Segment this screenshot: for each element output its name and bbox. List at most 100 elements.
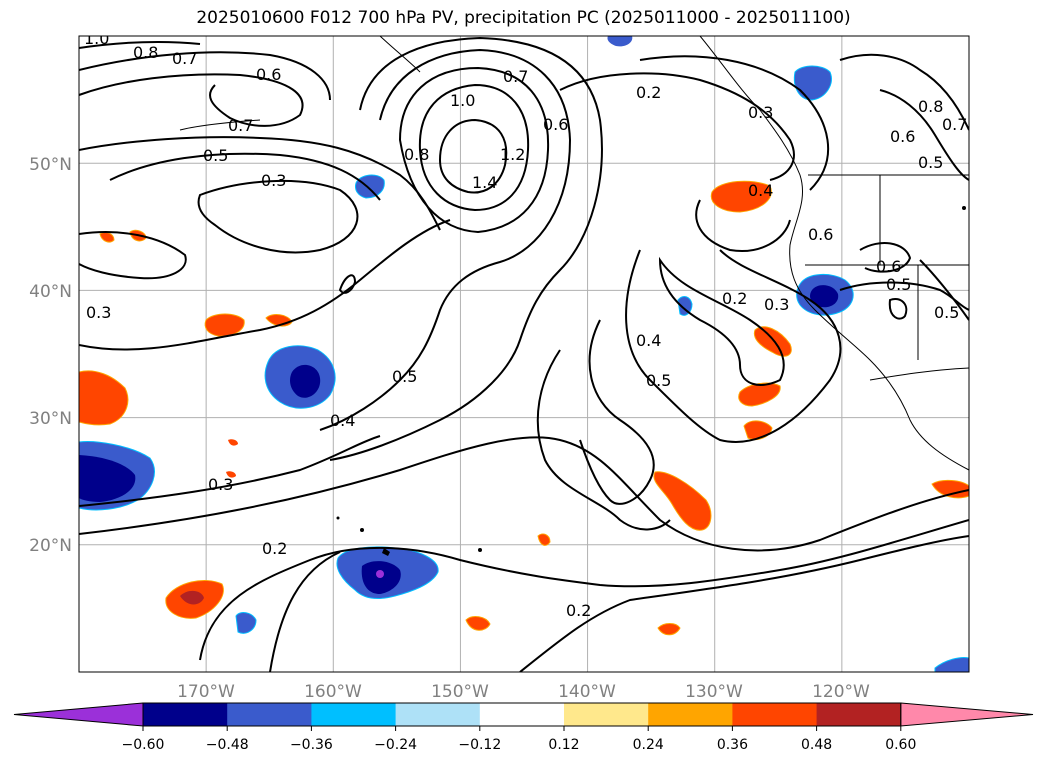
precip-positive-area <box>465 616 491 631</box>
colorbar-tick-label: 0.24 <box>633 737 664 753</box>
contour-label: 0.5 <box>646 371 671 390</box>
pv-contour <box>319 48 572 431</box>
colorbar-tick-label: 0.48 <box>801 737 832 753</box>
contour-label: 0.3 <box>86 303 111 322</box>
contour-label: 0.5 <box>203 146 228 165</box>
latitude-tick-labels: 50°N 40°N 30°N 20°N <box>29 155 72 556</box>
pv-contour <box>269 551 341 672</box>
contour-label: 0.3 <box>208 475 233 494</box>
lat-tick-label: 40°N <box>29 282 72 302</box>
lon-tick-label: 150°W <box>431 682 489 702</box>
colorbar-tick-label: 0.60 <box>885 737 916 753</box>
lat-tick-label: 20°N <box>29 536 72 556</box>
lon-tick-label: 120°W <box>812 682 870 702</box>
precip-positive-area <box>753 326 792 357</box>
colorbar-tick-label: −0.24 <box>374 737 417 753</box>
precip-positive-area <box>79 370 129 426</box>
pv-contour <box>79 51 331 101</box>
contour-label: 1.4 <box>472 173 497 192</box>
contour-label: 0.4 <box>636 331 661 350</box>
precip-positive-area <box>738 382 781 407</box>
contour-label: 0.6 <box>808 225 833 244</box>
precip-negative-core <box>290 364 321 398</box>
pv-contour <box>199 519 969 661</box>
contour-label: 0.7 <box>228 116 253 135</box>
lon-tick-label: 140°W <box>558 682 616 702</box>
colorbar-segment <box>479 703 565 726</box>
pv-contour <box>839 53 969 131</box>
contour-label: 0.4 <box>330 411 355 430</box>
contour-label: 0.2 <box>636 83 661 102</box>
island <box>478 548 482 552</box>
pv-contour <box>79 219 451 351</box>
pv-contour <box>438 118 508 194</box>
contour-label: 0.6 <box>543 115 568 134</box>
pv-contour <box>79 40 201 49</box>
coastline <box>379 36 421 73</box>
island <box>962 206 966 210</box>
graticule <box>79 36 969 672</box>
island <box>382 548 390 556</box>
colorbar <box>13 702 1034 727</box>
pv-contour <box>79 435 381 507</box>
colorbar-segment <box>816 703 902 726</box>
pv-contour <box>559 72 795 181</box>
precip-positive-area <box>204 313 245 337</box>
pv-contour <box>519 535 969 672</box>
border <box>869 367 969 381</box>
island <box>360 528 364 532</box>
colorbar-segment <box>311 703 397 726</box>
colorbar-tick-label: −0.12 <box>458 737 501 753</box>
contour-label: 0.7 <box>503 67 528 86</box>
colorbar-segment <box>227 703 312 726</box>
island <box>336 516 340 520</box>
colorbar-tick-label: 0.12 <box>548 737 579 753</box>
contour-label: 0.6 <box>876 257 901 276</box>
contour-label: 0.7 <box>172 49 197 68</box>
precip-negative-area <box>235 612 257 634</box>
longitude-tick-labels: 170°W 160°W 150°W 140°W 130°W 120°W <box>177 682 870 702</box>
precip-negative-area <box>355 174 385 199</box>
pv-contour <box>398 66 550 234</box>
colorbar-tick-label: −0.48 <box>206 737 249 753</box>
pv-contour-layer <box>79 36 969 672</box>
precip-positive-area <box>653 471 712 531</box>
contour-label: 0.5 <box>934 303 959 322</box>
precip-negative-area <box>607 36 633 47</box>
contour-label: 1.0 <box>450 91 475 110</box>
contour-label: 1.2 <box>500 145 525 164</box>
colorbar-border <box>142 702 902 727</box>
precip-negative-area <box>934 657 969 672</box>
contour-label: 0.8 <box>918 97 943 116</box>
colorbar-tick-label: −0.60 <box>122 737 165 753</box>
colorbar-tick-label: −0.36 <box>290 737 333 753</box>
pv-contour <box>197 179 359 254</box>
map-area <box>79 36 969 672</box>
contour-label: 0.8 <box>404 145 429 164</box>
precip-positive-area <box>657 623 681 636</box>
precip-positive-area <box>710 180 772 213</box>
pv-contour <box>79 231 187 280</box>
precip-positive-core <box>180 590 204 605</box>
coastline <box>699 36 969 471</box>
contour-label-layer: 1.0 0.8 0.7 0.6 0.7 0.5 0.3 1.0 0.8 1.4 … <box>84 36 967 620</box>
precipitation-anomaly-layer <box>79 36 969 672</box>
precip-negative-area <box>793 65 832 101</box>
pv-contour <box>919 259 969 321</box>
pv-contour <box>109 152 381 201</box>
precip-negative-area <box>677 296 693 316</box>
colorbar-segment <box>143 703 228 726</box>
precip-positive-area <box>537 533 551 546</box>
pv-contour <box>418 83 530 212</box>
contour-label: 0.2 <box>262 539 287 558</box>
colorbar-segment <box>648 703 733 726</box>
contour-label: 0.6 <box>256 65 281 84</box>
pv-contour <box>338 274 357 294</box>
contour-label: 0.4 <box>748 181 773 200</box>
contour-label: 0.2 <box>566 601 591 620</box>
coastline-layer <box>179 36 969 471</box>
colorbar-tick-labels: −0.60 −0.48 −0.36 −0.24 −0.12 0.12 0.24 0.36 0.4… <box>122 726 916 753</box>
pv-contour <box>658 256 785 386</box>
pv-contour <box>695 199 791 252</box>
precip-negative-core <box>79 455 136 502</box>
